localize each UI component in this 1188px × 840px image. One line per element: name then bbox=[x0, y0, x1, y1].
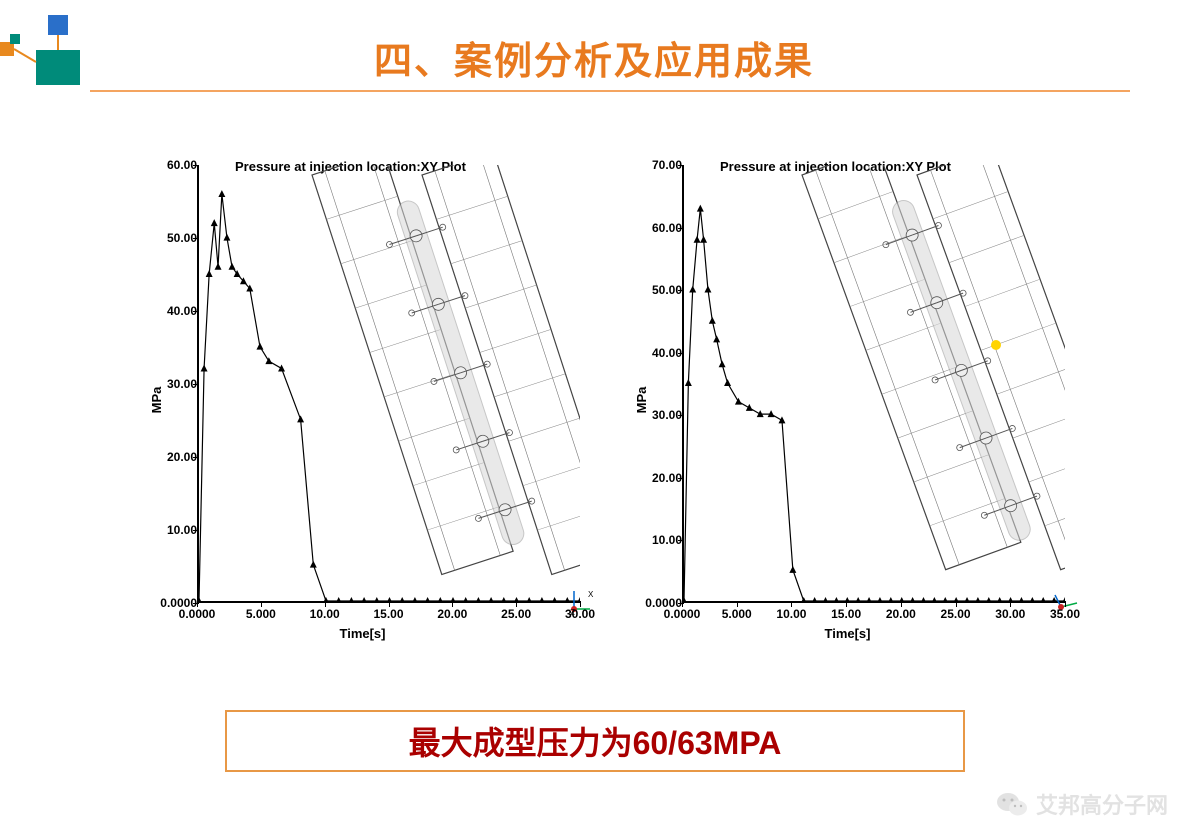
x-tick-label: 10.00 bbox=[776, 607, 806, 621]
caption-text: 最大成型压力为60/63MPA bbox=[409, 718, 782, 764]
x-tick-label: 5.000 bbox=[722, 607, 752, 621]
charts-container: Pressure at injection location:XY Plot M… bbox=[135, 155, 1075, 645]
caption-box: 最大成型压力为60/63MPA bbox=[225, 710, 965, 772]
y-tick-label: 30.00 bbox=[644, 408, 682, 422]
y-tick-label: 30.00 bbox=[159, 377, 197, 391]
chart-right: Pressure at injection location:XY Plot M… bbox=[620, 155, 1075, 645]
highlight-dot bbox=[991, 340, 1001, 350]
y-tick-label: 50.00 bbox=[644, 283, 682, 297]
y-tick-label: 10.00 bbox=[644, 533, 682, 547]
x-tick-label: 35.00 bbox=[1050, 607, 1080, 621]
x-tick-label: 30.00 bbox=[995, 607, 1025, 621]
x-tick-label: 25.00 bbox=[941, 607, 971, 621]
y-tick-label: 40.00 bbox=[159, 304, 197, 318]
x-tick-label: 5.000 bbox=[246, 607, 276, 621]
wechat-icon bbox=[996, 790, 1028, 818]
y-tick-label: 60.00 bbox=[159, 158, 197, 172]
x-tick-label: 20.00 bbox=[437, 607, 467, 621]
y-tick-label: 60.00 bbox=[644, 221, 682, 235]
chart-right-plot bbox=[682, 165, 1065, 603]
chart-left-xlabel: Time[s] bbox=[340, 626, 386, 641]
x-tick-label: 25.00 bbox=[501, 607, 531, 621]
y-tick-label: 70.00 bbox=[644, 158, 682, 172]
x-tick-label: 0.0000 bbox=[664, 607, 701, 621]
x-tick-label: 15.00 bbox=[373, 607, 403, 621]
page-title: 四、案例分析及应用成果 bbox=[0, 30, 1188, 85]
svg-text:X: X bbox=[588, 590, 594, 599]
chart-right-xlabel: Time[s] bbox=[825, 626, 871, 641]
chart-left: Pressure at injection location:XY Plot M… bbox=[135, 155, 590, 645]
y-tick-label: 40.00 bbox=[644, 346, 682, 360]
y-tick-label: 20.00 bbox=[159, 450, 197, 464]
y-tick-label: 50.00 bbox=[159, 231, 197, 245]
x-tick-label: 0.0000 bbox=[179, 607, 216, 621]
x-tick-label: 30.00 bbox=[565, 607, 595, 621]
watermark: 艾邦高分子网 bbox=[996, 788, 1168, 820]
chart-left-plot bbox=[197, 165, 580, 603]
y-tick-label: 10.00 bbox=[159, 523, 197, 537]
x-tick-label: 15.00 bbox=[831, 607, 861, 621]
x-tick-label: 20.00 bbox=[886, 607, 916, 621]
watermark-text: 艾邦高分子网 bbox=[1036, 788, 1168, 820]
title-underline bbox=[90, 90, 1130, 92]
y-tick-label: 20.00 bbox=[644, 471, 682, 485]
x-tick-label: 10.00 bbox=[310, 607, 340, 621]
